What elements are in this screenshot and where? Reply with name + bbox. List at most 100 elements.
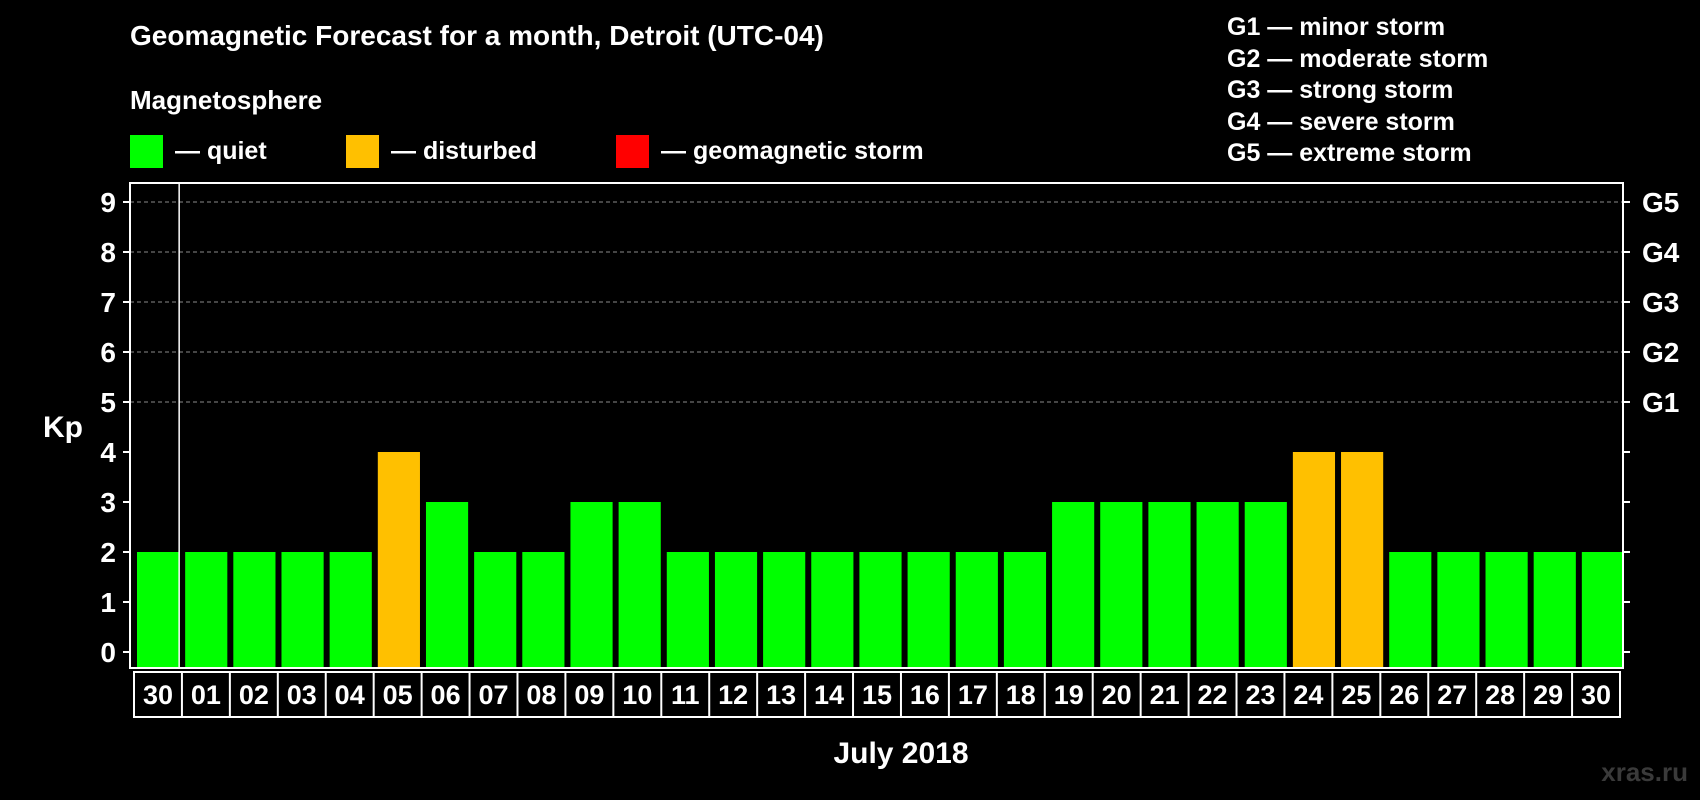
- bar-19: [1003, 552, 1047, 668]
- bars: [137, 452, 1624, 668]
- legend-swatch-quiet: [130, 134, 163, 168]
- y-tick-label-9: 9: [100, 187, 116, 218]
- y-tick-label-5: 5: [100, 387, 116, 418]
- legend-label-disturbed: — disturbed: [391, 136, 537, 165]
- bar-30: [1533, 552, 1576, 668]
- bar-5: [329, 552, 372, 668]
- bar-4: [281, 552, 324, 668]
- bar-17: [907, 552, 950, 668]
- plot-frame: [129, 182, 1624, 669]
- bar-2: [185, 552, 228, 668]
- storm-level-label-g4: G4: [1642, 237, 1680, 268]
- y-tick-label-7: 7: [100, 287, 116, 318]
- bar-26: [1341, 452, 1384, 668]
- x-tick-label-29: 28: [1485, 680, 1515, 710]
- bar-22: [1148, 502, 1191, 668]
- storm-scale-g2: G2 — moderate storm: [1227, 44, 1489, 73]
- bar-12: [666, 552, 709, 668]
- legend-item-quiet: — quiet: [130, 134, 267, 168]
- bar-23: [1196, 502, 1239, 668]
- x-tick-label-3: 02: [239, 680, 269, 710]
- bar-9: [522, 552, 565, 668]
- storm-scale-legend: G1 — minor storm G2 — moderate storm G3 …: [1227, 12, 1488, 170]
- bar-3: [233, 552, 276, 668]
- x-tick-label-25: 24: [1293, 680, 1323, 710]
- storm-scale-g3: G3 — strong storm: [1227, 76, 1454, 104]
- x-tick-label-14: 13: [766, 680, 796, 710]
- x-tick-label-11: 10: [622, 680, 652, 710]
- bar-14: [763, 552, 806, 668]
- x-axis-label: July 2018: [833, 737, 968, 770]
- storm-level-label-g1: G1: [1642, 387, 1679, 418]
- x-tick-label-20: 19: [1054, 680, 1084, 710]
- bar-21: [1100, 502, 1143, 668]
- x-tick-label-31: 30: [1581, 680, 1611, 710]
- bar-15: [811, 552, 854, 668]
- x-tick-label-4: 03: [287, 680, 317, 710]
- y-tick-label-0: 0: [100, 637, 116, 668]
- y-tick-label-3: 3: [100, 487, 116, 518]
- x-tick-label-16: 15: [862, 680, 892, 710]
- x-tick-label-28: 27: [1437, 680, 1467, 710]
- bar-29: [1485, 552, 1528, 668]
- bar-16: [859, 552, 902, 668]
- storm-level-label-g3: G3: [1642, 287, 1679, 318]
- bar-1: [137, 552, 180, 668]
- legend-item-storm: — geomagnetic storm: [616, 134, 924, 168]
- x-tick-label-9: 08: [526, 680, 556, 710]
- chart-title: Geomagnetic Forecast for a month, Detroi…: [130, 20, 824, 51]
- grid-lines: [130, 201, 1623, 403]
- legend-title: Magnetosphere: [130, 85, 323, 115]
- storm-level-label-g5: G5: [1642, 187, 1679, 218]
- x-tick-label-15: 14: [814, 680, 844, 710]
- bar-11: [618, 502, 661, 668]
- legend-item-disturbed: — disturbed: [346, 134, 537, 168]
- x-tick-label-23: 22: [1198, 680, 1228, 710]
- x-tick-label-26: 25: [1341, 680, 1371, 710]
- y-axis-label: Kp: [43, 411, 83, 444]
- y-tick-label-8: 8: [100, 237, 116, 268]
- bar-18: [955, 552, 998, 668]
- legend-label-quiet: — quiet: [175, 136, 267, 165]
- x-tick-label-10: 09: [574, 680, 604, 710]
- y-tick-label-4: 4: [100, 437, 116, 468]
- bar-6: [377, 452, 420, 668]
- x-tick-label-8: 07: [478, 680, 508, 710]
- x-tick-label-17: 16: [910, 680, 940, 710]
- legend-swatch-disturbed: [346, 134, 379, 168]
- x-tick-label-7: 06: [431, 680, 461, 710]
- legend-label-storm: — geomagnetic storm: [661, 136, 924, 165]
- bar-31: [1581, 552, 1624, 668]
- storm-scale-g5: G5 — extreme storm: [1227, 139, 1472, 167]
- x-tick-label-18: 17: [958, 680, 988, 710]
- bar-8: [474, 552, 517, 668]
- x-tick-label-1: 30: [143, 680, 173, 710]
- bar-24: [1244, 502, 1287, 668]
- bar-13: [714, 552, 758, 668]
- x-tick-label-13: 12: [718, 680, 748, 710]
- x-tick-label-2: 01: [191, 680, 221, 710]
- x-tick-label-5: 04: [335, 680, 365, 710]
- bar-10: [570, 502, 613, 668]
- bar-20: [1052, 502, 1095, 668]
- bar-25: [1292, 452, 1336, 668]
- bar-28: [1437, 552, 1480, 668]
- x-tick-label-30: 29: [1533, 680, 1563, 710]
- x-tick-label-22: 21: [1150, 680, 1180, 710]
- storm-scale-g4: G4 — severe storm: [1227, 107, 1455, 136]
- watermark: xras.ru: [1601, 757, 1688, 787]
- bar-7: [425, 502, 469, 668]
- axes: [123, 182, 1630, 718]
- x-tick-label-19: 18: [1006, 680, 1036, 710]
- y-tick-label-1: 1: [100, 587, 116, 618]
- legend-swatch-storm: [616, 134, 649, 168]
- date-row: [133, 671, 1621, 718]
- storm-scale-g1: G1 — minor storm: [1227, 13, 1446, 41]
- y-tick-label-6: 6: [100, 337, 116, 368]
- x-tick-label-6: 05: [383, 680, 413, 710]
- y-tick-label-2: 2: [100, 537, 116, 568]
- x-tick-label-24: 23: [1245, 680, 1275, 710]
- x-tick-label-27: 26: [1389, 680, 1419, 710]
